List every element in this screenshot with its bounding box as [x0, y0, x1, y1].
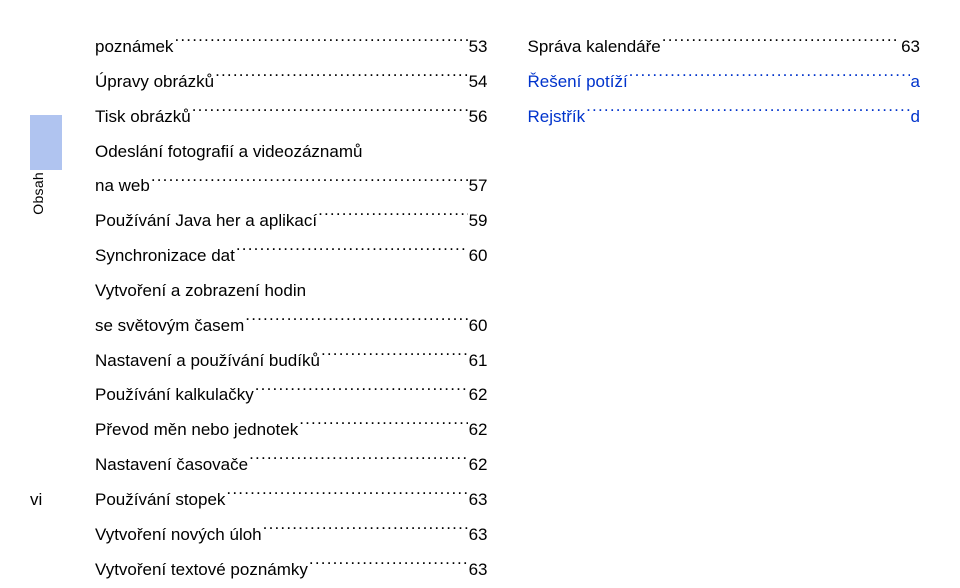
right-column: Správa kalendáře63Řešení potížíaRejstřík…: [528, 30, 921, 588]
page-number: vi: [30, 490, 42, 510]
toc-entry: Používání Java her a aplikací 59: [95, 204, 488, 239]
toc-entry-label: Používání stopek: [95, 483, 225, 518]
toc-dot-leader: [662, 35, 900, 52]
toc-dot-leader: [629, 70, 910, 87]
toc-dot-leader: [215, 70, 468, 87]
toc-dot-leader: [255, 383, 468, 400]
toc-entry-label: Odeslání fotografií a videozáznamů: [95, 142, 362, 161]
toc-entry-label: Nastavení a používání budíků: [95, 344, 320, 379]
toc-entry: na web 57: [95, 169, 488, 204]
toc-entry-label: Úpravy obrázků: [95, 65, 214, 100]
toc-entry-page: 63: [469, 483, 488, 518]
toc-entry-label: Převod měn nebo jednotek: [95, 413, 298, 448]
toc-entry: Nastavení časovače 62: [95, 448, 488, 483]
toc-dot-leader: [263, 523, 468, 540]
toc-dot-leader: [321, 349, 468, 366]
toc-dot-leader: [192, 105, 468, 122]
toc-entry: Vytvoření nových úloh 63: [95, 518, 488, 553]
toc-entry: Správa kalendáře 63: [528, 30, 921, 65]
toc-dot-leader: [226, 488, 467, 505]
toc-entry: Používání stopek 63: [95, 483, 488, 518]
toc-entry[interactable]: Řešení potíží a: [528, 65, 921, 100]
toc-entry: Synchronizace dat 60: [95, 239, 488, 274]
toc-entry-page: a: [911, 65, 920, 100]
toc-entry-label: Synchronizace dat: [95, 239, 235, 274]
toc-dot-leader: [236, 244, 468, 261]
toc-entry: Tisk obrázků 56: [95, 100, 488, 135]
toc-dot-leader: [245, 314, 467, 331]
toc-entry-label: na web: [95, 169, 150, 204]
toc-entry-label: Rejstřík: [528, 100, 586, 135]
toc-entry-page: 61: [469, 344, 488, 379]
toc-entry: Úpravy obrázků 54: [95, 65, 488, 100]
toc-entry-page: 54: [469, 65, 488, 100]
toc-entry-label: Vytvoření a zobrazení hodin: [95, 281, 306, 300]
toc-dot-leader: [309, 558, 468, 575]
toc-dot-leader: [586, 105, 909, 122]
toc-entry-page: 62: [469, 378, 488, 413]
sidebar-tab-highlight: [30, 115, 62, 170]
toc-entry-page: 60: [469, 309, 488, 344]
toc-dot-leader: [299, 418, 467, 435]
toc-entry-label: Vytvoření nových úloh: [95, 518, 262, 553]
toc-entry-page: 53: [469, 30, 488, 65]
toc-entry-line1: Vytvoření a zobrazení hodin: [95, 274, 488, 309]
toc-entry-label: Správa kalendáře: [528, 30, 661, 65]
toc-entry-page: 59: [469, 204, 488, 239]
toc-entry: Nastavení a používání budíků 61: [95, 344, 488, 379]
toc-entry-line1: Odeslání fotografií a videozáznamů: [95, 135, 488, 170]
toc-entry-page: 57: [469, 169, 488, 204]
toc-entry-label: Nastavení časovače: [95, 448, 248, 483]
toc-entry[interactable]: Rejstřík d: [528, 100, 921, 135]
toc-entry-label: se světovým časem: [95, 309, 244, 344]
toc-entry-page: 63: [469, 553, 488, 588]
toc-entry-label: Tisk obrázků: [95, 100, 191, 135]
toc-dot-leader: [174, 35, 467, 52]
toc-dot-leader: [318, 209, 468, 226]
toc-page: Obsah poznámek53Úpravy obrázků54Tisk obr…: [0, 0, 960, 524]
toc-entry: se světovým časem 60: [95, 309, 488, 344]
toc-entry-page: 63: [469, 518, 488, 553]
toc-entry: Převod měn nebo jednotek 62: [95, 413, 488, 448]
toc-entry-page: 62: [469, 413, 488, 448]
toc-dot-leader: [249, 453, 467, 470]
toc-entry-label: Vytvoření textové poznámky: [95, 553, 308, 588]
toc-entry-label: poznámek: [95, 30, 173, 65]
toc-entry-page: 60: [469, 239, 488, 274]
toc-entry-page: 62: [469, 448, 488, 483]
toc-entry-label: Řešení potíží: [528, 65, 628, 100]
sidebar-tab-label: Obsah: [30, 172, 62, 221]
left-column: poznámek 53 Úpravy obrázků 54 Tisk obrázků 56…: [95, 30, 488, 588]
toc-entry-page: d: [911, 100, 920, 135]
toc-entry: Vytvoření textové poznámky 63: [95, 553, 488, 588]
toc-entry: Používání kalkulačky 62: [95, 378, 488, 413]
toc-dot-leader: [151, 174, 468, 191]
toc-entry-label: Používání Java her a aplikací: [95, 204, 317, 239]
toc-entry: poznámek 53: [95, 30, 488, 65]
toc-entry-label: Používání kalkulačky: [95, 378, 254, 413]
toc-entry-page: 56: [469, 100, 488, 135]
toc-entry-page: 63: [901, 30, 920, 65]
columns-container: poznámek 53 Úpravy obrázků 54 Tisk obrázků 56…: [95, 30, 920, 588]
